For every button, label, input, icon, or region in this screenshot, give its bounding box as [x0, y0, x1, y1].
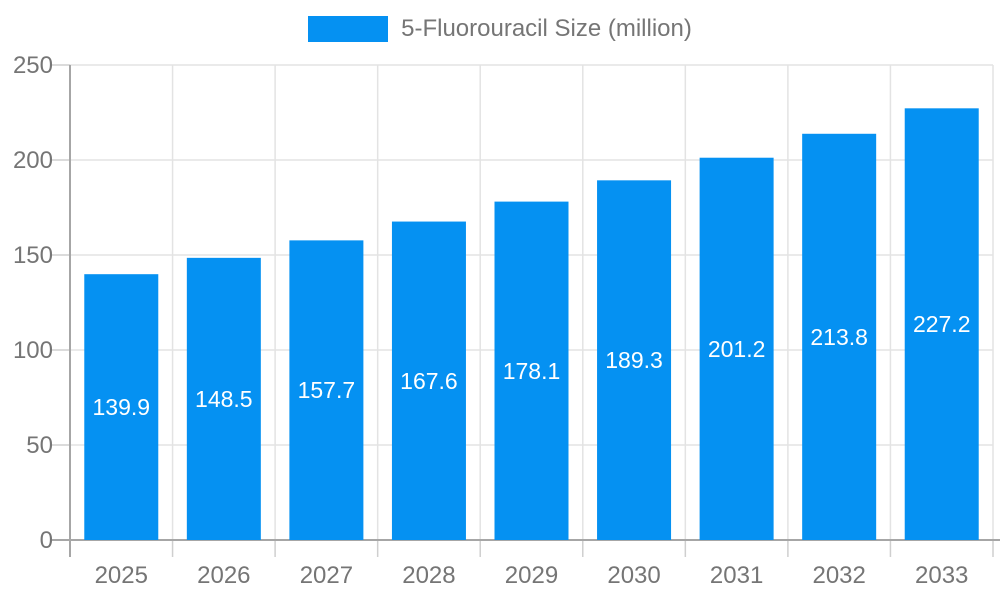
bar	[186, 257, 261, 540]
legend-item[interactable]: 5-Fluorouracil Size (million)	[308, 16, 692, 42]
bar-value-label: 157.7	[298, 377, 356, 403]
y-tick-label: 0	[40, 527, 53, 554]
bar	[391, 221, 466, 540]
legend-label: 5-Fluorouracil Size (million)	[401, 15, 692, 42]
legend-swatch-icon	[308, 16, 389, 42]
x-tick-label: 2027	[300, 562, 353, 589]
y-tick-label: 200	[13, 147, 53, 174]
chart-legend: 5-Fluorouracil Size (million)	[0, 16, 1000, 42]
bar-value-label: 213.8	[810, 324, 868, 350]
x-tick-label: 2025	[95, 562, 148, 589]
bar-value-label: 178.1	[503, 358, 561, 384]
x-tick-label: 2032	[812, 562, 865, 589]
x-tick-label: 2030	[607, 562, 660, 589]
bar	[699, 157, 774, 540]
bar	[597, 180, 672, 540]
bar	[289, 240, 364, 540]
bar	[494, 201, 569, 541]
x-tick-label: 2031	[710, 562, 763, 589]
y-tick-label: 150	[13, 242, 53, 269]
y-tick-label: 250	[13, 52, 53, 79]
x-tick-label: 2026	[197, 562, 250, 589]
bar-value-label: 201.2	[708, 336, 766, 362]
y-tick-label: 50	[26, 432, 53, 459]
bar-value-label: 167.6	[400, 368, 458, 394]
bar	[84, 274, 159, 540]
bar-value-label: 189.3	[605, 347, 663, 373]
x-tick-label: 2028	[402, 562, 455, 589]
bar	[802, 133, 877, 540]
bar-value-label: 139.9	[92, 394, 150, 420]
y-tick-label: 100	[13, 337, 53, 364]
bar	[904, 108, 979, 540]
bar-value-label: 227.2	[913, 311, 971, 337]
x-tick-label: 2033	[915, 562, 968, 589]
bar-value-label: 148.5	[195, 386, 253, 412]
x-tick-label: 2029	[505, 562, 558, 589]
